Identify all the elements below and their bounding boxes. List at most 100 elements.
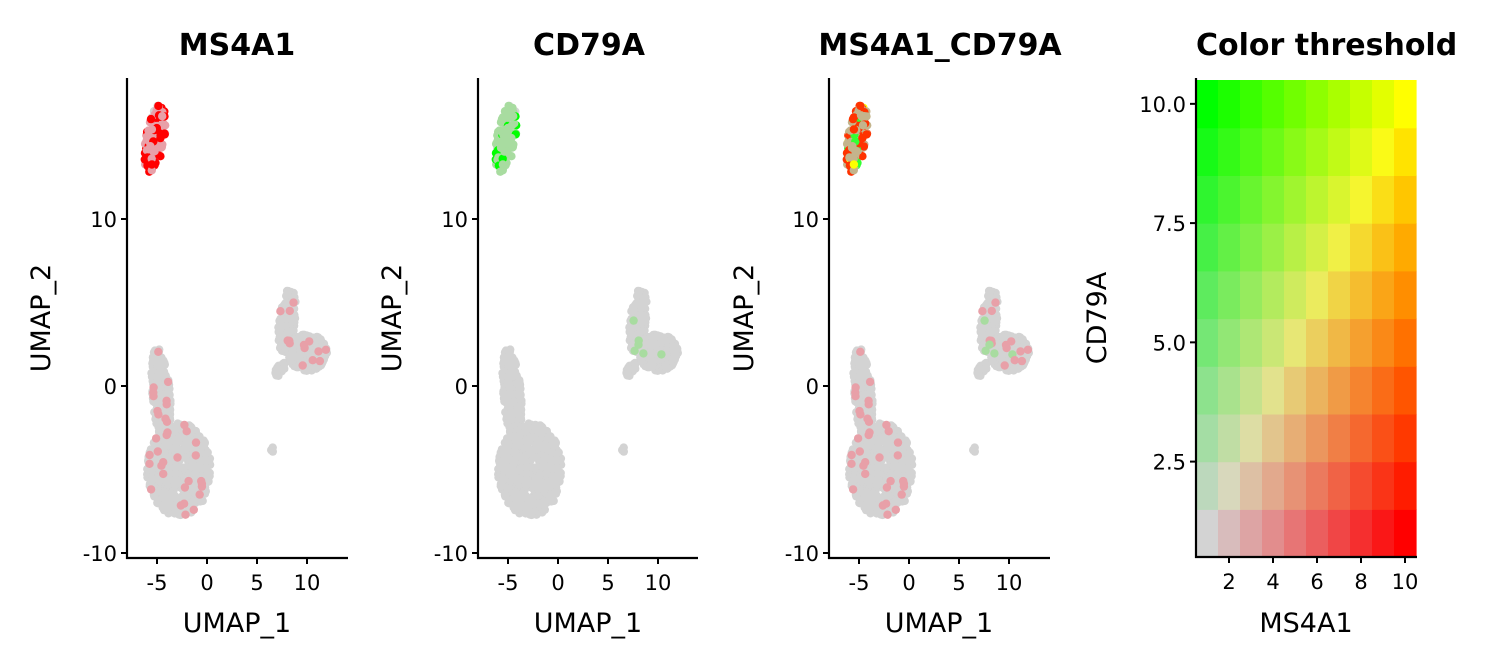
cell-point: [991, 298, 1000, 307]
cell-point: [985, 340, 994, 349]
heatmap-cell: [1284, 413, 1307, 463]
cell-point: [504, 359, 513, 368]
cell-point: [632, 299, 641, 308]
y-tick-label: 7.5: [1153, 212, 1186, 236]
heatmap-cell: [1394, 366, 1417, 415]
heatmap-cell: [1196, 318, 1219, 367]
cell-point: [183, 491, 192, 500]
heatmap-cell: [1262, 461, 1285, 510]
cell-point: [172, 438, 181, 447]
cell-point: [158, 112, 167, 121]
cell-point: [180, 420, 189, 430]
heatmap-cell: [1394, 223, 1417, 272]
cell-point: [855, 359, 864, 368]
heatmap-cell: [1196, 223, 1219, 272]
heatmap-cell: [1240, 413, 1263, 463]
cell-point: [539, 480, 548, 489]
cell-point: [532, 445, 541, 454]
x-ticks: -5 0 5 10: [849, 558, 1023, 595]
heatmap-cell: [1350, 318, 1373, 367]
cell-point: [507, 477, 516, 486]
cell-point: [890, 486, 900, 495]
cell-point: [154, 101, 163, 111]
cell-point: [874, 476, 883, 486]
cell-point: [275, 325, 284, 334]
cell-point: [523, 476, 532, 486]
heatmap-cell: [1240, 366, 1263, 415]
scatter-points: [842, 101, 1034, 520]
x-ticks: -5 0 5 10: [498, 558, 671, 595]
cell-point: [506, 372, 515, 382]
cell-point: [1010, 356, 1019, 365]
cell-point: [864, 396, 873, 405]
panel-color-threshold: Color threshold 2.5 5.0 7.5 10.0 2 4 6 8 10 MS4…: [1082, 28, 1457, 639]
heatmap-cell: [1306, 366, 1329, 415]
cell-point: [633, 291, 642, 301]
cell-point: [883, 445, 892, 454]
cell-point: [151, 434, 161, 443]
cell-point: [154, 347, 163, 356]
cell-point: [864, 430, 873, 440]
heatmap-cell: [1284, 223, 1307, 272]
cell-point: [159, 119, 168, 128]
cell-point: [893, 451, 902, 460]
cell-point: [873, 469, 882, 478]
cell-point: [534, 491, 543, 500]
x-tick-label: 10: [996, 571, 1023, 595]
cell-point: [883, 510, 892, 519]
heatmap-cell: [1350, 80, 1373, 129]
heatmap-cell: [1394, 175, 1417, 224]
cell-point: [510, 448, 519, 457]
panel-ms4a1: MS4A1 -10 0 10 -5 0 5 10 UMAP_1 UMAP_2: [26, 28, 348, 639]
heatmap-cell: [1262, 366, 1285, 415]
cell-point: [147, 125, 157, 134]
x-tick-label: -5: [498, 571, 519, 595]
heatmap-cell: [1262, 223, 1285, 272]
heatmap-cell: [1350, 366, 1373, 415]
cell-point: [530, 463, 539, 472]
heatmap-cell: [1372, 223, 1395, 272]
cell-point: [499, 389, 508, 398]
y-tick-label: 10: [90, 208, 117, 232]
cell-point: [196, 464, 206, 474]
heatmap-cell: [1372, 270, 1395, 320]
heatmap-cell: [1262, 413, 1285, 463]
heatmap-cell: [1372, 366, 1395, 415]
cell-point: [851, 383, 860, 392]
cell-point: [849, 160, 859, 169]
cell-point: [863, 437, 872, 446]
cell-point: [511, 408, 520, 418]
cell-point: [321, 345, 331, 354]
y-tick-label: -10: [785, 542, 819, 566]
cell-point: [162, 477, 171, 486]
cell-point: [639, 349, 648, 358]
cell-point: [891, 505, 900, 514]
panel-title: MS4A1_CD79A: [818, 28, 1062, 63]
cell-point: [179, 499, 189, 508]
heatmap-cell: [1240, 461, 1263, 510]
heatmap-cell: [1262, 127, 1285, 176]
cell-point: [272, 371, 281, 380]
heatmap-cell: [1328, 270, 1351, 320]
cell-point: [496, 479, 506, 489]
cell-point: [977, 332, 986, 342]
heatmap-cell: [1306, 509, 1329, 558]
cell-point: [898, 464, 908, 474]
cell-point: [163, 498, 172, 508]
cell-point: [285, 339, 294, 348]
heatmap-cell: [1240, 127, 1263, 176]
cell-point: [500, 444, 509, 454]
x-tick-label: 0: [200, 571, 213, 595]
heatmap-cell: [1328, 461, 1351, 510]
cell-point: [160, 488, 169, 497]
cell-point: [649, 356, 658, 365]
heatmap-cell: [1328, 413, 1351, 463]
cell-point: [538, 462, 547, 471]
heatmap-cell: [1306, 127, 1329, 176]
cell-point: [189, 505, 198, 514]
heatmap-cell: [1284, 366, 1307, 415]
cell-point: [868, 489, 878, 499]
heatmap-cell: [1262, 318, 1285, 367]
cell-point: [865, 377, 875, 387]
cell-point: [634, 340, 643, 349]
